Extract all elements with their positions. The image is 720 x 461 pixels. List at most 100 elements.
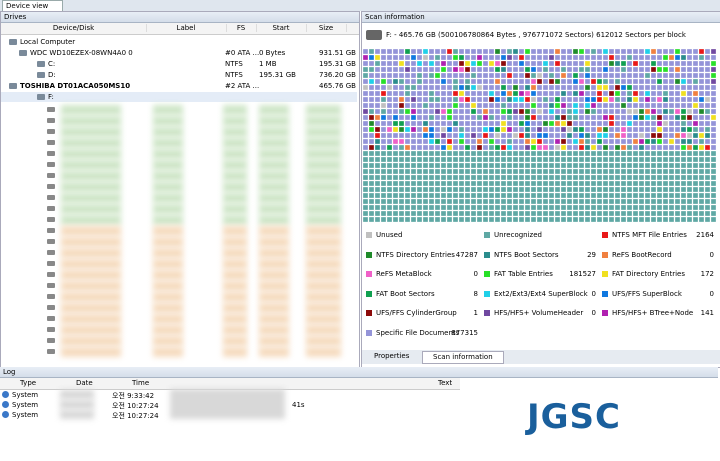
block (536, 120, 543, 127)
tree-icon (19, 50, 27, 56)
block (602, 216, 609, 223)
legend-swatch (366, 271, 372, 277)
block (662, 138, 669, 145)
block (428, 126, 435, 133)
block (434, 192, 441, 199)
tree-icon (47, 239, 55, 244)
block (638, 132, 645, 139)
block (410, 49, 417, 55)
tree-icon (47, 349, 55, 354)
block (704, 192, 711, 199)
block (698, 198, 705, 205)
tab[interactable]: Scan information (422, 351, 504, 364)
block (554, 78, 561, 85)
block (584, 156, 591, 163)
block (542, 114, 549, 121)
block (398, 132, 405, 139)
block (620, 96, 627, 103)
block (494, 174, 501, 181)
column-header: Device/Disk (1, 24, 147, 32)
legend-label: NTFS MFT File Entries (612, 231, 687, 239)
block (422, 162, 429, 169)
drive-name[interactable]: Local Computer (20, 38, 76, 46)
block (710, 162, 717, 169)
block (404, 198, 411, 205)
block (668, 144, 675, 151)
block (398, 138, 405, 145)
block (572, 84, 579, 91)
block (524, 96, 531, 103)
block (560, 108, 567, 115)
block (404, 180, 411, 187)
tab[interactable]: Properties (374, 352, 410, 360)
block (680, 114, 687, 121)
block (434, 186, 441, 193)
block (662, 120, 669, 127)
obscured-cell (306, 325, 341, 335)
block (470, 156, 477, 163)
block (363, 204, 369, 211)
block (530, 49, 537, 55)
block (476, 216, 483, 223)
block (488, 78, 495, 85)
block (692, 60, 699, 67)
block (680, 90, 687, 97)
block (596, 90, 603, 97)
block (644, 162, 651, 169)
drive-name[interactable]: F: (48, 93, 54, 101)
block (410, 150, 417, 157)
legend: Unused Unrecognized NTFS MFT File Entries 2… (362, 227, 720, 352)
block (704, 198, 711, 205)
block (368, 78, 375, 85)
block (584, 138, 591, 145)
block (440, 96, 447, 103)
block (392, 156, 399, 163)
block (434, 84, 441, 91)
block (524, 90, 531, 97)
block (692, 49, 699, 55)
block (404, 66, 411, 73)
block (363, 138, 369, 145)
block (363, 49, 369, 55)
block (674, 78, 681, 85)
block (512, 156, 519, 163)
block (536, 126, 543, 133)
block (458, 138, 465, 145)
block (548, 78, 555, 85)
block (363, 156, 369, 163)
block (440, 186, 447, 193)
block (392, 138, 399, 145)
block (416, 120, 423, 127)
block (434, 168, 441, 175)
block (668, 168, 675, 175)
block (494, 144, 501, 151)
block (470, 78, 477, 85)
drive-name[interactable]: TOSHIBA DT01ACA050MS10 (20, 82, 131, 90)
drive-name[interactable]: WDC WD10EZEX-08WN4A0 0 (30, 49, 133, 57)
block (422, 150, 429, 157)
block (590, 150, 597, 157)
block (470, 132, 477, 139)
drive-name[interactable]: D: (48, 71, 56, 79)
block (662, 114, 669, 121)
block (608, 72, 615, 79)
tab[interactable]: Device view (2, 0, 63, 11)
block (662, 210, 669, 217)
block (446, 120, 453, 127)
block (674, 156, 681, 163)
block (662, 96, 669, 103)
block (548, 168, 555, 175)
block (578, 54, 585, 61)
block (452, 72, 459, 79)
block (434, 174, 441, 181)
block (398, 162, 405, 169)
block (620, 180, 627, 187)
block (363, 186, 369, 193)
block (386, 108, 393, 115)
block (686, 102, 693, 109)
drive-name[interactable]: C: (48, 60, 56, 68)
block (710, 49, 717, 55)
legend-label: Unrecognized (494, 231, 542, 239)
block (518, 144, 525, 151)
block (398, 72, 405, 79)
